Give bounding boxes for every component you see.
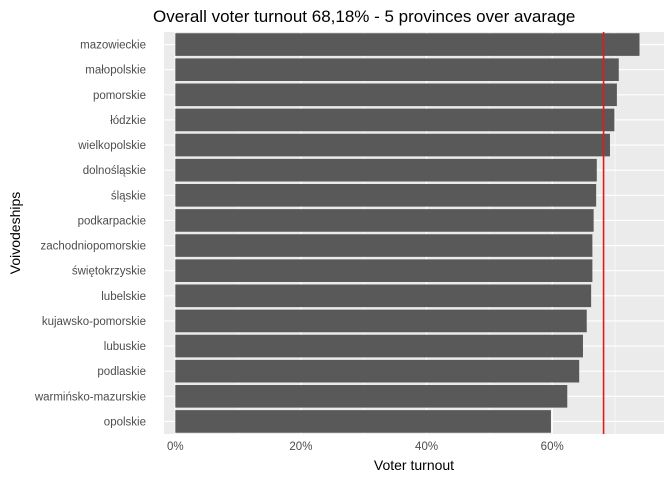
category-label: pomorskie — [93, 90, 146, 102]
bar-świętokrzyskie — [175, 259, 593, 282]
category-label: lubelskie — [101, 291, 146, 303]
category-label: zachodniopomorskie — [41, 241, 146, 253]
category-label: śląskie — [111, 190, 146, 202]
y-axis-title: Voivodeships — [7, 192, 23, 275]
x-axis-title: Voter turnout — [374, 457, 454, 473]
x-tick-label: 60% — [541, 441, 564, 453]
x-tick-label: 20% — [289, 441, 312, 453]
chart-title: Overall voter turnout 68,18% - 5 provinc… — [153, 7, 575, 26]
bar-śląskie — [175, 184, 597, 207]
bar-lubuskie — [175, 334, 583, 358]
bar-warmińsko-mazurskie — [175, 385, 568, 408]
bar-małopolskie — [175, 58, 619, 81]
x-tick-labels: 0% 20% 40% 60% — [167, 441, 564, 453]
category-label: kujawsko-pomorskie — [42, 316, 146, 328]
x-tick-label: 40% — [415, 441, 438, 453]
category-label: opolskie — [104, 416, 146, 428]
bar-wielkopolskie — [175, 133, 610, 157]
bar-kujawsko-pomorskie — [175, 309, 587, 333]
bar-dolnośląskie — [175, 158, 597, 182]
category-label: podlaskie — [97, 366, 146, 378]
category-label: mazowieckie — [80, 40, 146, 52]
category-label: wielkopolskie — [77, 140, 146, 152]
bars — [175, 33, 640, 433]
bar-podlaskie — [175, 359, 580, 383]
bar-mazowieckie — [175, 33, 640, 56]
category-label: warmińsko-mazurskie — [34, 391, 146, 403]
bar-pomorskie — [175, 83, 617, 107]
category-labels: mazowieckie małopolskie pomorskie łódzkie wi… — [34, 40, 146, 429]
category-label: dolnośląskie — [83, 165, 146, 177]
bar-łódzkie — [175, 108, 615, 132]
category-label: lubuskie — [104, 341, 146, 353]
bar-podkarpackie — [175, 209, 594, 232]
category-label: podkarpackie — [78, 215, 146, 227]
x-tick-label: 0% — [167, 441, 184, 453]
category-label: łódzkie — [110, 115, 146, 127]
bar-lubelskie — [175, 284, 592, 308]
category-label: świętokrzyskie — [72, 266, 146, 278]
bar-zachodniopomorskie — [175, 234, 593, 257]
bar-opolskie — [175, 410, 551, 433]
category-label: małopolskie — [85, 65, 146, 77]
